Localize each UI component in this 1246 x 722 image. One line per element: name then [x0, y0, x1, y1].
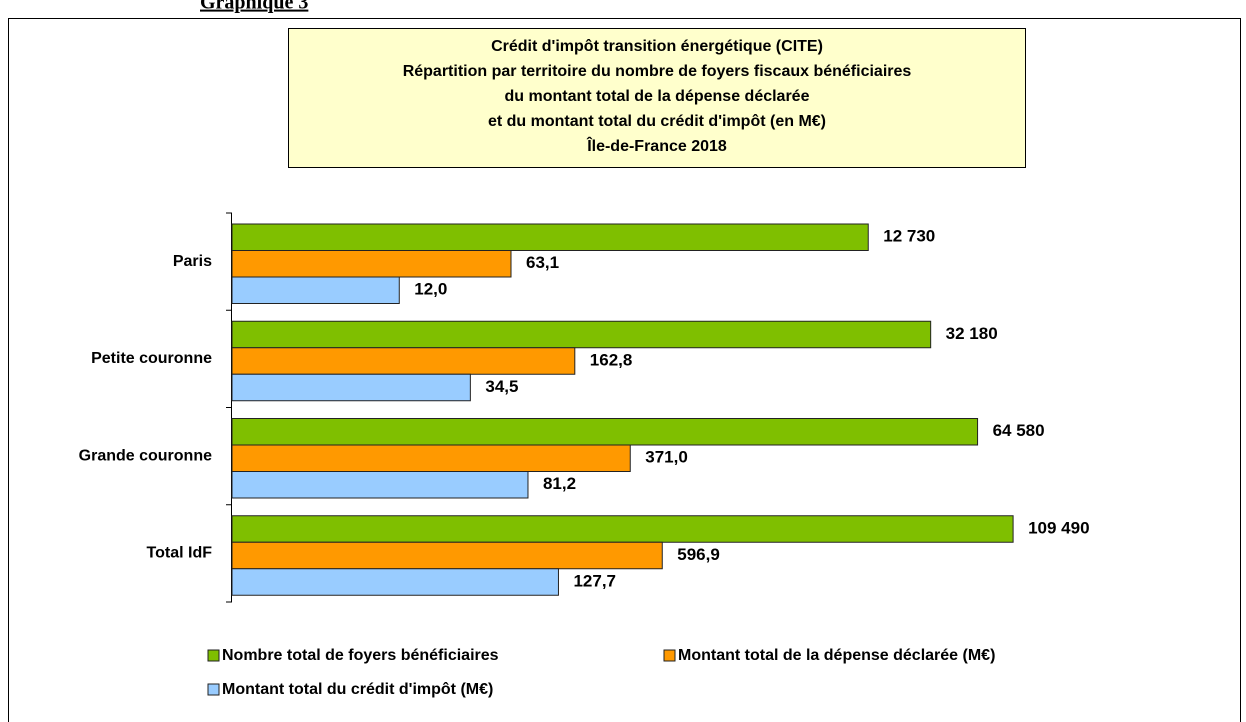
bar: [231, 223, 869, 251]
legend-swatch: [663, 649, 676, 662]
bar: [231, 444, 631, 472]
bar: [231, 541, 663, 570]
heading: Graphique 3: [200, 0, 308, 14]
y-tick-label: Total IdF: [147, 545, 213, 562]
bar: [231, 320, 932, 349]
y-tick-label: Paris: [173, 253, 212, 270]
y-tick-label: Petite couronne: [91, 350, 212, 367]
chart-title: Répartition par territoire du nombre de …: [403, 63, 912, 80]
chart-title: Île-de-France 2018: [586, 136, 727, 155]
title-box: [288, 28, 1026, 168]
value-label: 162,8: [590, 350, 633, 369]
value-label: 63,1: [526, 253, 559, 272]
bar: [231, 250, 512, 278]
value-label: 34,5: [485, 377, 518, 396]
legend-swatch: [207, 649, 220, 662]
chart-title: du montant total de la dépense déclarée: [505, 88, 810, 105]
value-label: 596,9: [677, 545, 720, 564]
value-label: 371,0: [645, 448, 688, 467]
bar: [231, 568, 559, 596]
y-tick-label: Grande couronne: [79, 447, 212, 464]
value-label: 12,0: [414, 280, 447, 299]
value-label: 64 580: [993, 421, 1045, 440]
value-label: 32 180: [946, 324, 998, 343]
legend-label: Montant total du crédit d'impôt (M€): [222, 681, 493, 698]
value-label: 127,7: [573, 571, 616, 590]
value-label: 109 490: [1028, 518, 1089, 537]
value-label: 81,2: [543, 474, 576, 493]
frame: [8, 18, 1241, 722]
legend-label: Nombre total de foyers bénéficiaires: [222, 647, 499, 664]
chart-title: et du montant total du crédit d'impôt (e…: [488, 113, 826, 130]
chart-title: Crédit d'impôt transition énergétique (C…: [491, 38, 823, 55]
bar: [231, 418, 979, 446]
bar: [231, 515, 1014, 543]
legend-label: Montant total de la dépense déclarée (M€…: [678, 647, 995, 664]
legend-swatch: [207, 683, 220, 696]
bar: [231, 471, 529, 499]
bar: [231, 347, 576, 375]
bar: [231, 276, 400, 304]
bar: [231, 373, 471, 402]
value-label: 12 730: [883, 227, 935, 246]
